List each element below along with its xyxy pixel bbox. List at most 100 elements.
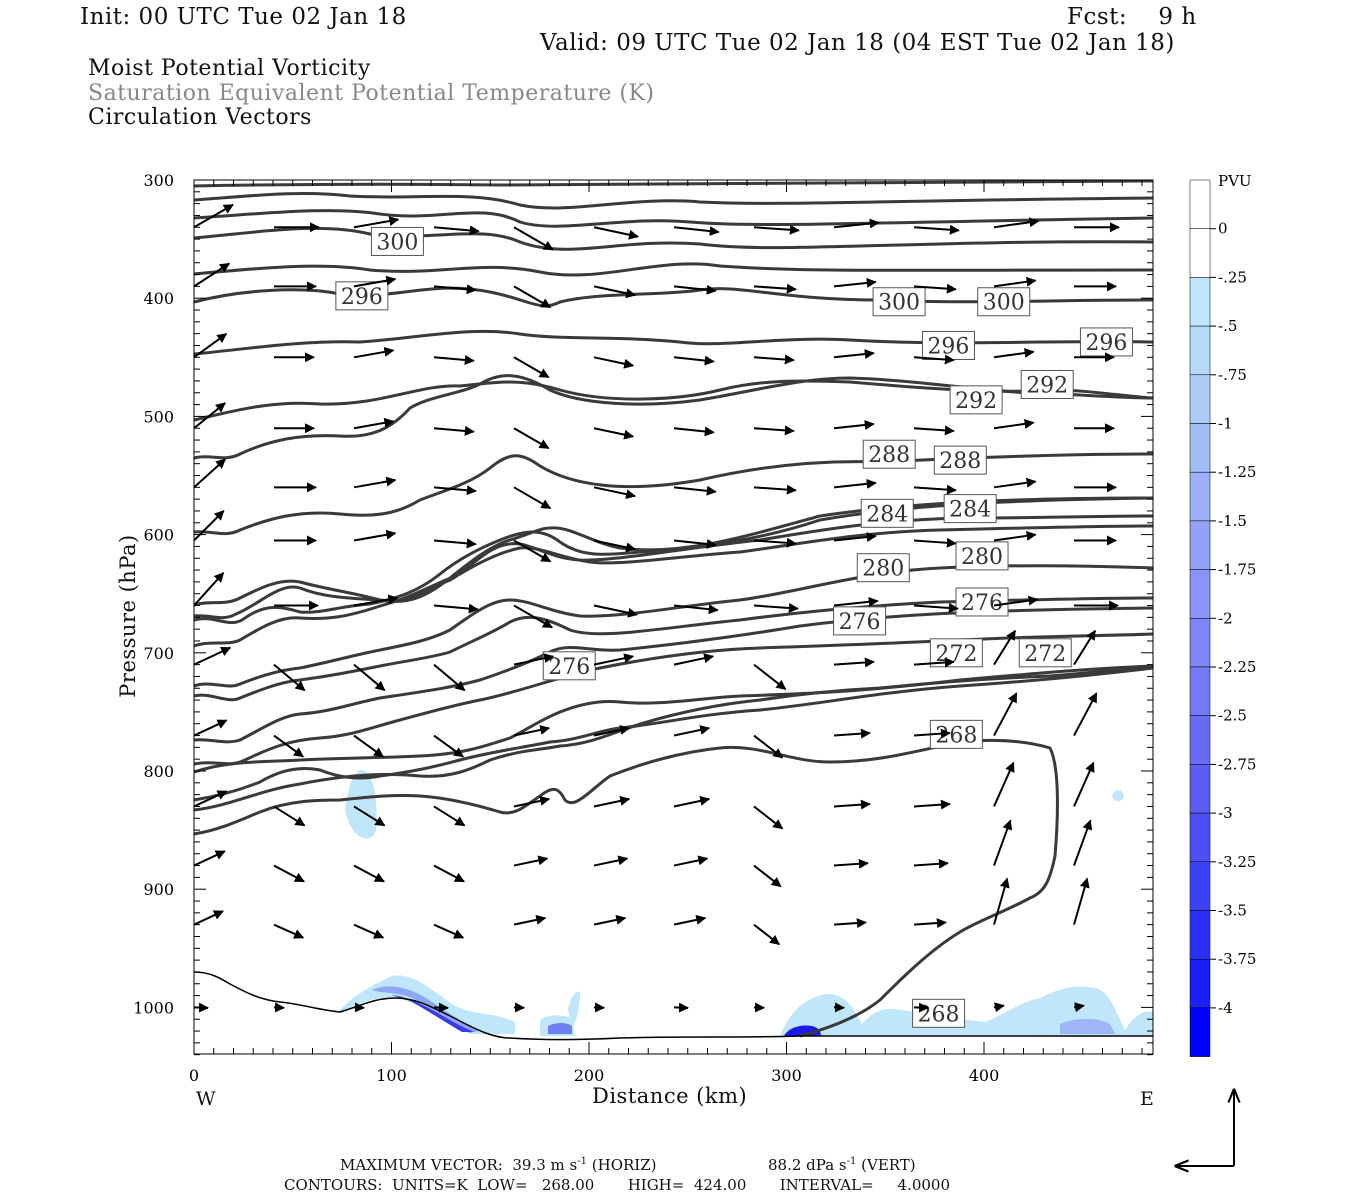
circulation-vector <box>433 864 465 883</box>
y-tick-label: 400 <box>143 289 174 308</box>
x-tick-label: 200 <box>574 1066 605 1085</box>
circulation-vector <box>993 819 1013 866</box>
circulation-vector <box>913 537 957 548</box>
circulation-vector <box>513 539 552 563</box>
contour-label: 292 <box>1020 369 1074 399</box>
contour-label: 300 <box>872 287 926 317</box>
circulation-vector <box>833 420 875 430</box>
circulation-vector <box>753 484 797 495</box>
circulation-vector <box>513 427 550 450</box>
circulation-vector <box>433 805 466 827</box>
circulation-vector <box>993 348 1035 359</box>
x-tick-label: 100 <box>376 1066 407 1085</box>
circulation-vector <box>353 216 400 229</box>
circulation-vector <box>913 283 957 294</box>
circulation-vector <box>513 653 555 666</box>
pv-region <box>1060 1018 1115 1034</box>
circulation-vector <box>193 203 234 229</box>
contour-info: CONTOURS: UNITS=K LOW= 268.00 HIGH= 424.… <box>284 1176 950 1194</box>
circulation-vector <box>353 663 386 692</box>
circulation-vector <box>593 486 637 500</box>
circulation-vector <box>1073 1002 1085 1013</box>
x-tick-label: 0 <box>189 1066 199 1085</box>
svg-text:292: 292 <box>1026 373 1068 398</box>
y-tick-label: 300 <box>143 171 174 190</box>
circulation-vector <box>753 283 797 294</box>
y-tick-label: 900 <box>143 880 174 899</box>
contour-line <box>193 496 1154 607</box>
svg-text:300: 300 <box>983 291 1025 316</box>
colorbar-swatch <box>1189 423 1211 473</box>
init-time: Init: 00 UTC Tue 02 Jan 18 <box>80 4 407 30</box>
circulation-vector <box>833 858 869 869</box>
colorbar-label: -1 <box>1218 415 1233 433</box>
circulation-vector <box>433 355 475 365</box>
contour-line <box>193 452 1154 536</box>
contour-line <box>193 374 1154 460</box>
circulation-vector <box>273 805 306 827</box>
circulation-vector <box>193 510 225 542</box>
circulation-vector <box>593 356 635 369</box>
contour-label: 284 <box>860 498 914 528</box>
svg-text:276: 276 <box>548 655 590 680</box>
colorbar-swatch <box>1189 910 1211 960</box>
circulation-vector <box>673 653 715 666</box>
colorbar-label: -3.75 <box>1218 950 1256 968</box>
circulation-vector <box>673 855 709 867</box>
circulation-vector <box>593 795 631 808</box>
circulation-vector <box>433 284 477 295</box>
circulation-vector <box>193 572 225 607</box>
west-label: W <box>196 1088 216 1110</box>
circulation-vector <box>753 864 782 888</box>
circulation-vector <box>193 910 224 926</box>
colorbar-swatch <box>1189 325 1211 376</box>
contour-label: 296 <box>921 330 975 360</box>
pv-region <box>1112 790 1124 802</box>
circulation-vector <box>833 478 877 489</box>
circulation-vector <box>593 855 629 867</box>
pv-region <box>392 995 474 1032</box>
circulation-vector <box>833 218 880 229</box>
circulation-vector <box>593 285 637 299</box>
svg-text:288: 288 <box>939 449 981 474</box>
circulation-vector <box>1073 877 1090 925</box>
pv-shading <box>338 770 1153 1036</box>
circulation-vector <box>593 653 635 666</box>
circulation-vector <box>913 657 955 668</box>
contour-label: 288 <box>933 445 987 475</box>
circulation-vector <box>433 603 479 614</box>
contour-line <box>193 564 1154 688</box>
circulation-vector <box>273 663 306 692</box>
circulation-vector <box>913 484 957 495</box>
contour-label: 292 <box>949 385 1003 415</box>
circulation-vector <box>433 663 466 692</box>
circulation-vector <box>513 914 547 926</box>
circulation-vector <box>673 604 719 615</box>
svg-text:300: 300 <box>376 230 418 255</box>
circulation-vector <box>673 284 717 295</box>
circulation-vector <box>433 425 475 436</box>
circulation-vector <box>753 805 784 830</box>
svg-text:284: 284 <box>866 502 908 527</box>
circulation-vector <box>433 923 465 939</box>
circulation-vector <box>673 914 707 926</box>
circulation-vector <box>993 217 1040 229</box>
circulation-vector <box>673 725 711 737</box>
svg-text:276: 276 <box>839 610 881 635</box>
circulation-vector <box>993 877 1010 925</box>
y-tick-label: 500 <box>143 407 174 426</box>
circulation-vector <box>913 224 960 235</box>
colorbar-label: -3 <box>1218 804 1233 822</box>
x-tick-label: 400 <box>969 1066 1000 1085</box>
circulation-vector <box>993 477 1037 489</box>
circulation-vector <box>593 604 639 618</box>
colorbar-swatch <box>1189 958 1211 1009</box>
circulation-vector <box>193 402 226 429</box>
colorbar-swatch <box>1189 764 1211 814</box>
circulation-vector <box>833 596 879 607</box>
max-vert-label: 88.2 dPa s-1 (VERT) <box>768 1156 916 1174</box>
circulation-vector <box>833 799 871 810</box>
contour-line <box>193 514 1154 620</box>
circulation-vector <box>993 629 1017 666</box>
